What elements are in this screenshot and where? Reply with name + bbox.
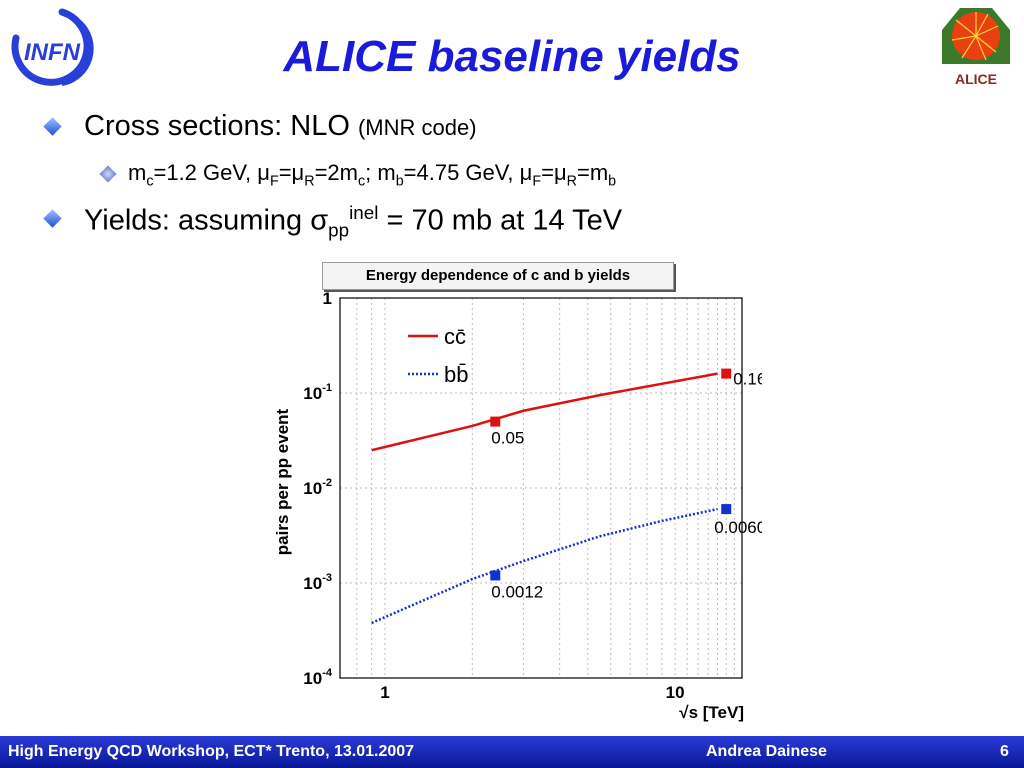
footer-event: High Energy QCD Workshop, ECT* Trento, 1… [8, 743, 415, 760]
x-tick-label: 10 [666, 683, 685, 702]
chart-title: Energy dependence of c and b yields [322, 262, 674, 290]
data-label: 0.05 [491, 429, 524, 448]
bullet-text: = 70 mb at 14 TeV [378, 204, 623, 237]
plot-frame [339, 297, 743, 679]
chart-plot: 1 10-1 10-2 10-3 10-4 1 10√s [TeV] pairs per pp… [273, 289, 762, 722]
series-line-1 [371, 507, 718, 625]
legend-label-1: bb̄ [444, 362, 468, 387]
slide-title: ALICE baseline yields [283, 32, 741, 81]
data-label: 0.0060 [714, 518, 762, 537]
param-symbol: μ [257, 160, 270, 185]
page-number: 6 [1000, 743, 1009, 760]
y-tick-label: 10-1 [303, 382, 332, 403]
legend-label-0: cc̄ [444, 324, 466, 349]
bullet-cross-sections: Cross sections: NLO (MNR code) [43, 110, 477, 143]
y-tick-label: 1 [323, 289, 332, 308]
data-label: 0.16 [733, 370, 762, 389]
param-sub: R [304, 173, 315, 190]
param-sub: b [395, 173, 404, 190]
data-marker [490, 416, 501, 427]
svg-text:ALICE: ALICE [955, 71, 997, 87]
param-text: m [128, 160, 147, 185]
sigma-symbol: σ [310, 204, 329, 237]
param-text: =4.75 GeV, [403, 160, 520, 185]
infn-logo: INFN [11, 8, 94, 86]
param-sub: R [566, 173, 577, 190]
param-text: = [278, 160, 292, 185]
param-sub: F [269, 173, 279, 190]
data-marker [721, 504, 732, 515]
bullet-yields: Yields: assuming σppinel = 70 mb at 14 T… [43, 202, 623, 241]
param-symbol: μ [519, 160, 533, 185]
x-tick-label: 1 [380, 683, 389, 702]
param-text: =m [576, 160, 609, 185]
y-tick-label: 10-4 [303, 667, 333, 688]
param-text: ; m [365, 160, 396, 185]
bullet-diamond-icon [43, 209, 62, 228]
param-sub: c [357, 173, 366, 190]
bullet-diamond-icon [43, 117, 62, 136]
svg-text:INFN: INFN [24, 39, 81, 66]
sigma-sub: pp [328, 219, 350, 241]
footer-author: Andrea Dainese [706, 743, 827, 760]
param-text: =1.2 GeV, [153, 160, 258, 185]
alice-logo: ALICE [942, 8, 1010, 87]
data-label: 0.0012 [491, 582, 543, 601]
bullet-note: (MNR code) [357, 115, 477, 140]
y-tick-label: 10-3 [303, 572, 332, 593]
bullet-text: Cross sections: NLO [84, 110, 358, 142]
yield-chart: Energy dependence of c and b yields 1 10-… [262, 254, 762, 734]
sigma-sup: inel [349, 202, 379, 223]
x-axis-label: √s [TeV] [679, 703, 744, 722]
bullet-text: Yields: assuming [84, 204, 311, 237]
param-sub: c [146, 173, 154, 190]
data-marker [490, 570, 501, 581]
param-text: =2m [314, 160, 358, 185]
sub-bullet-parameters: mc=1.2 GeV, μF=μR=2mc; mb=4.75 GeV, μF=μ… [99, 160, 617, 190]
param-symbol: μ [291, 160, 305, 185]
series-line-0 [371, 372, 718, 452]
footer-bar: High Energy QCD Workshop, ECT* Trento, 1… [0, 736, 1024, 768]
sub-bullet-icon [99, 165, 117, 183]
y-tick-label: 10-2 [303, 477, 332, 498]
param-sub: b [608, 173, 617, 190]
y-axis-label: pairs per pp event [273, 408, 292, 555]
param-symbol: μ [553, 160, 567, 185]
param-text: = [541, 160, 554, 185]
param-sub: F [532, 173, 542, 190]
data-marker [721, 368, 732, 379]
